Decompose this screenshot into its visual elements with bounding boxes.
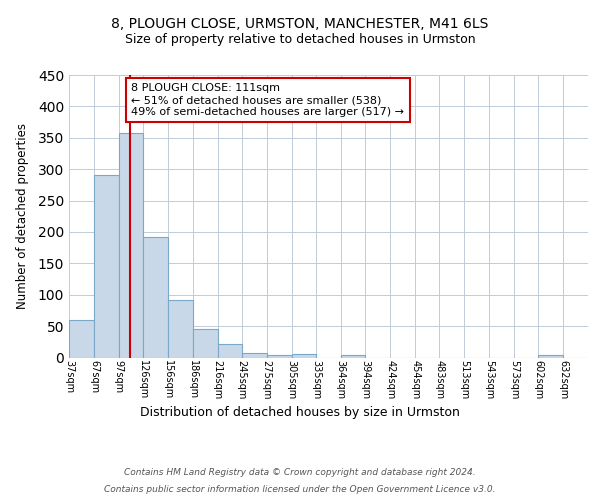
Bar (143, 237, 168, 358)
Text: Contains HM Land Registry data © Crown copyright and database right 2024.: Contains HM Land Registry data © Crown c… (124, 468, 476, 477)
Bar (193, 328, 218, 358)
Text: Contains public sector information licensed under the Open Government Licence v3: Contains public sector information licen… (104, 484, 496, 494)
Bar (218, 344, 242, 357)
Bar (341, 355, 365, 358)
Bar (538, 355, 563, 358)
Bar (266, 355, 292, 358)
Text: Distribution of detached houses by size in Urmston: Distribution of detached houses by size … (140, 406, 460, 419)
Bar (292, 354, 316, 358)
Text: 8 PLOUGH CLOSE: 111sqm
← 51% of detached houses are smaller (538)
49% of semi-de: 8 PLOUGH CLOSE: 111sqm ← 51% of detached… (131, 84, 404, 116)
Bar (94, 176, 119, 358)
Text: 8, PLOUGH CLOSE, URMSTON, MANCHESTER, M41 6LS: 8, PLOUGH CLOSE, URMSTON, MANCHESTER, M4… (112, 18, 488, 32)
Bar (69, 320, 94, 358)
Bar (119, 134, 143, 358)
Text: Size of property relative to detached houses in Urmston: Size of property relative to detached ho… (125, 32, 475, 46)
Bar (168, 300, 193, 358)
Bar (242, 353, 266, 358)
Y-axis label: Number of detached properties: Number of detached properties (16, 123, 29, 309)
